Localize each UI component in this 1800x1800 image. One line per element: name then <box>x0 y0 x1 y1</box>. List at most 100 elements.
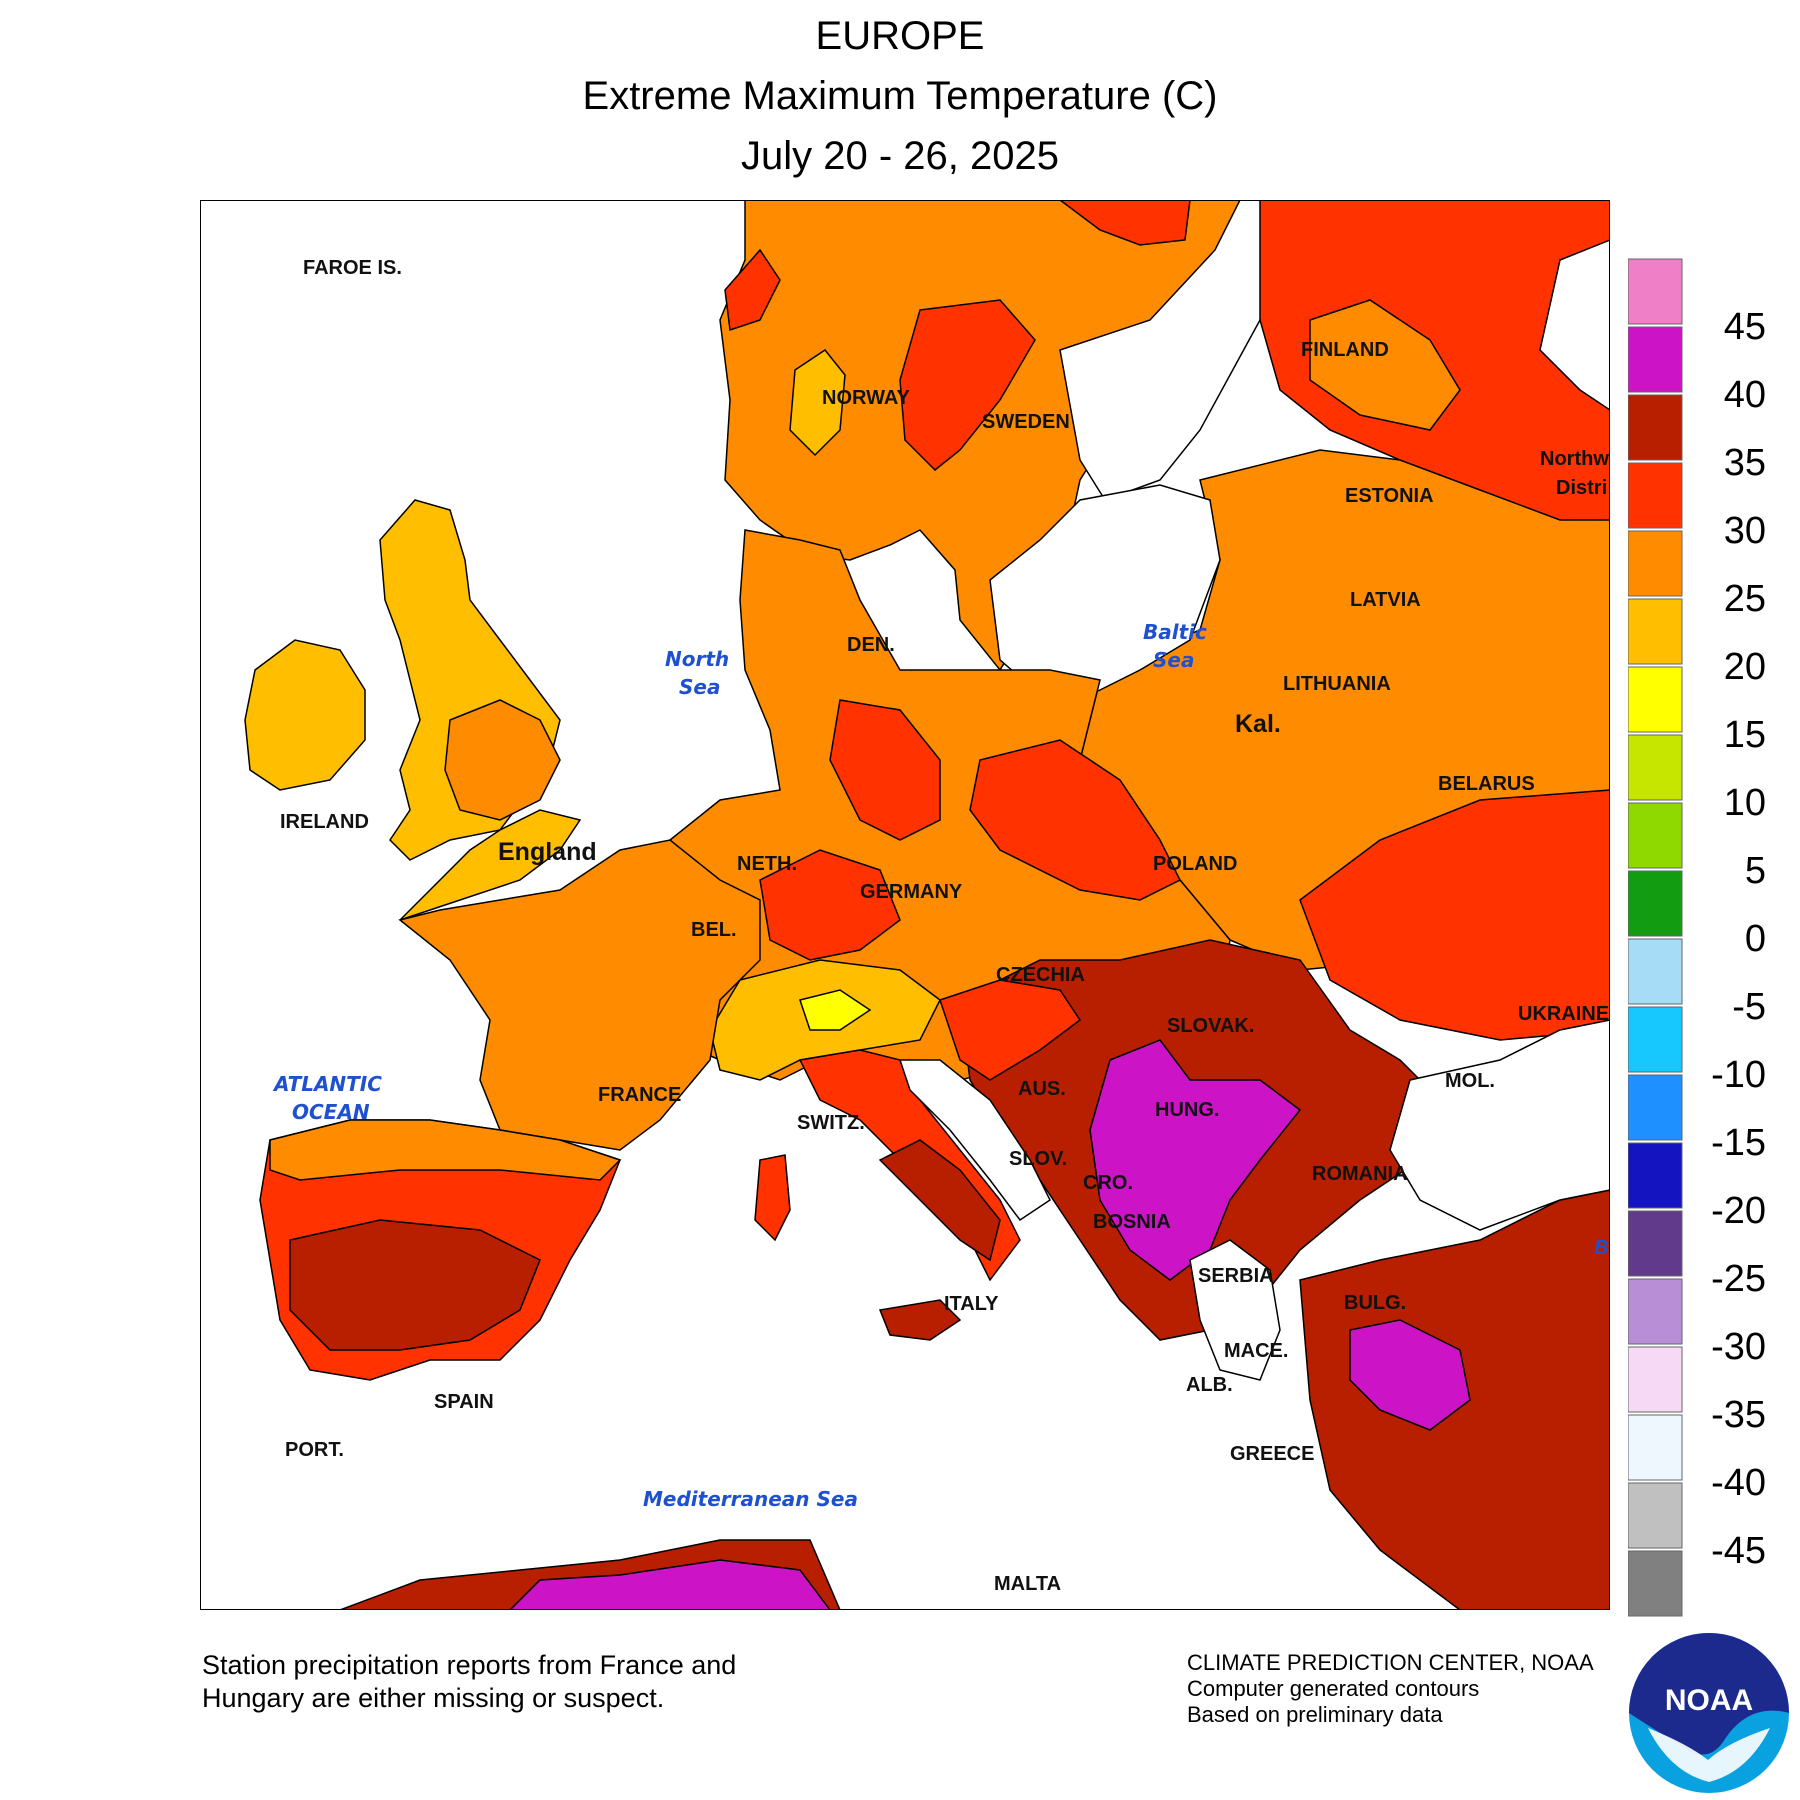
label-slovakia: SLOVAK. <box>1167 1015 1254 1037</box>
legend-swatch <box>1628 1550 1683 1617</box>
label-netherlands: NETH. <box>737 853 797 875</box>
england-warm <box>444 699 561 821</box>
label-atlantic-1: ATLANTIC <box>272 1072 382 1096</box>
north-africa-extreme <box>508 1559 831 1610</box>
italy-south-hottest <box>878 1139 1001 1262</box>
legend-swatch <box>1628 1210 1683 1277</box>
legend-tick-label: 40 <box>1724 374 1766 416</box>
label-poland: POLAND <box>1153 853 1237 875</box>
label-lithuania: LITHUANIA <box>1283 673 1391 695</box>
temperature-legend: 45 40 35 30 25 20 15 10 5 0 -5 -10 -15 -20 -25 -30 -35 -4… <box>1628 258 1766 1617</box>
norway-north-hot <box>1058 200 1191 246</box>
legend-tick-label: -30 <box>1711 1326 1766 1368</box>
country-labels: FAROE IS. NORWAY SWEDEN FINLAND ESTONIA … <box>280 257 1609 1595</box>
label-north-sea-2: Sea <box>679 675 720 699</box>
label-latvia: LATVIA <box>1350 589 1421 611</box>
label-italy: ITALY <box>944 1293 999 1315</box>
legend-tick-label: 45 <box>1724 306 1766 348</box>
label-hungary: HUNG. <box>1155 1099 1219 1121</box>
croatia-coast-hot <box>939 979 1082 1081</box>
iberia-north-coast <box>269 1119 622 1181</box>
ukraine-hot <box>1299 789 1610 1041</box>
label-france: FRANCE <box>598 1084 681 1106</box>
label-england: England <box>498 838 597 866</box>
label-croatia: CRO. <box>1083 1172 1133 1194</box>
label-denmark: DEN. <box>847 634 895 656</box>
legend-tick-label: 25 <box>1724 578 1766 620</box>
label-portugal: PORT. <box>285 1439 344 1461</box>
credit-line-3: Based on preliminary data <box>1187 1702 1443 1727</box>
legend-swatch <box>1628 462 1683 529</box>
legend-swatch <box>1628 1346 1683 1413</box>
label-baltic-sea-1: Baltic <box>1143 620 1207 644</box>
legend-tick-label: -10 <box>1711 1054 1766 1096</box>
finland-cooler <box>1309 299 1461 431</box>
legend-swatch <box>1628 530 1683 597</box>
label-belarus: BELARUS <box>1438 773 1535 795</box>
map-period: July 20 - 26, 2025 <box>741 134 1059 178</box>
label-black-sea-partial: B <box>1594 1237 1608 1259</box>
label-switzerland: SWITZ. <box>797 1112 865 1134</box>
legend-tick-label: -45 <box>1711 1530 1766 1572</box>
legend-swatch <box>1628 1278 1683 1345</box>
label-belgium: BEL. <box>691 919 737 941</box>
label-estonia: ESTONIA <box>1345 485 1434 507</box>
white-sea <box>1539 239 1610 411</box>
label-romania: ROMANIA <box>1312 1163 1408 1185</box>
france-land <box>398 839 761 1151</box>
map-subtitle: Extreme Maximum Temperature (C) <box>582 74 1218 118</box>
legend-swatch <box>1628 394 1683 461</box>
norway-cool-zone <box>789 348 846 457</box>
legend-swatch <box>1628 802 1683 869</box>
norway-west-hot <box>724 248 781 332</box>
legend-tick-label: -5 <box>1732 986 1766 1028</box>
label-faroe: FAROE IS. <box>303 257 402 279</box>
czechia-south-hot <box>759 849 901 961</box>
legend-swatch <box>1628 326 1683 393</box>
label-northwest-partial: Northw <box>1540 448 1609 470</box>
label-bosnia: BOSNIA <box>1093 1211 1171 1233</box>
label-baltic-sea-2: Sea <box>1153 648 1194 672</box>
germany-east-hot <box>829 699 941 841</box>
legend-tick-label: 10 <box>1724 782 1766 824</box>
legend-tick-label: 5 <box>1745 850 1766 892</box>
map-title: EUROPE <box>815 14 985 58</box>
legend-swatch <box>1628 734 1683 801</box>
legend-swatch <box>1628 666 1683 733</box>
legend-tick-label: 0 <box>1745 918 1766 960</box>
label-serbia: SERBIA <box>1198 1265 1274 1287</box>
legend-tick-label: -15 <box>1711 1122 1766 1164</box>
aegean-sea <box>1189 1239 1281 1381</box>
sea-labels: North Sea Baltic Sea ATLANTIC OCEAN Medi… <box>272 620 1207 1511</box>
legend-tick-label: 35 <box>1724 442 1766 484</box>
label-sweden: SWEDEN <box>982 411 1070 433</box>
label-greece: GREECE <box>1230 1443 1314 1465</box>
ireland-land <box>244 639 366 791</box>
label-ukraine: UKRAINE <box>1518 1003 1609 1025</box>
alps-very-cool <box>799 989 872 1031</box>
label-atlantic-2: OCEAN <box>292 1100 370 1124</box>
sicily <box>878 1299 962 1341</box>
label-slovenia: SLOV. <box>1009 1148 1067 1170</box>
legend-tick-label: -25 <box>1711 1258 1766 1300</box>
legend-tick-label: 30 <box>1724 510 1766 552</box>
legend-tick-label: 15 <box>1724 714 1766 756</box>
legend-tick-label: -35 <box>1711 1394 1766 1436</box>
france-west-cool <box>399 809 582 921</box>
poland-hot <box>969 739 1182 901</box>
credit-line-2: Computer generated contours <box>1187 1676 1480 1701</box>
label-district-partial: Distri <box>1556 477 1607 499</box>
label-albania: ALB. <box>1186 1374 1233 1396</box>
noaa-logo-text: NOAA <box>1665 1684 1753 1717</box>
data-note-line-2: Hungary are either missing or suspect. <box>202 1683 665 1713</box>
label-norway: NORWAY <box>822 387 910 409</box>
label-kaliningrad: Kal. <box>1235 710 1281 738</box>
sweden-hot-zone <box>899 299 1036 472</box>
temperature-map: FAROE IS. NORWAY SWEDEN FINLAND ESTONIA … <box>200 200 1610 1610</box>
legend-tick-label: -40 <box>1711 1462 1766 1504</box>
label-austria: AUS. <box>1018 1078 1066 1100</box>
label-malta: MALTA <box>994 1573 1061 1595</box>
label-spain: SPAIN <box>434 1391 494 1413</box>
data-note-line-1: Station precipitation reports from Franc… <box>202 1650 737 1680</box>
label-finland: FINLAND <box>1301 339 1389 361</box>
